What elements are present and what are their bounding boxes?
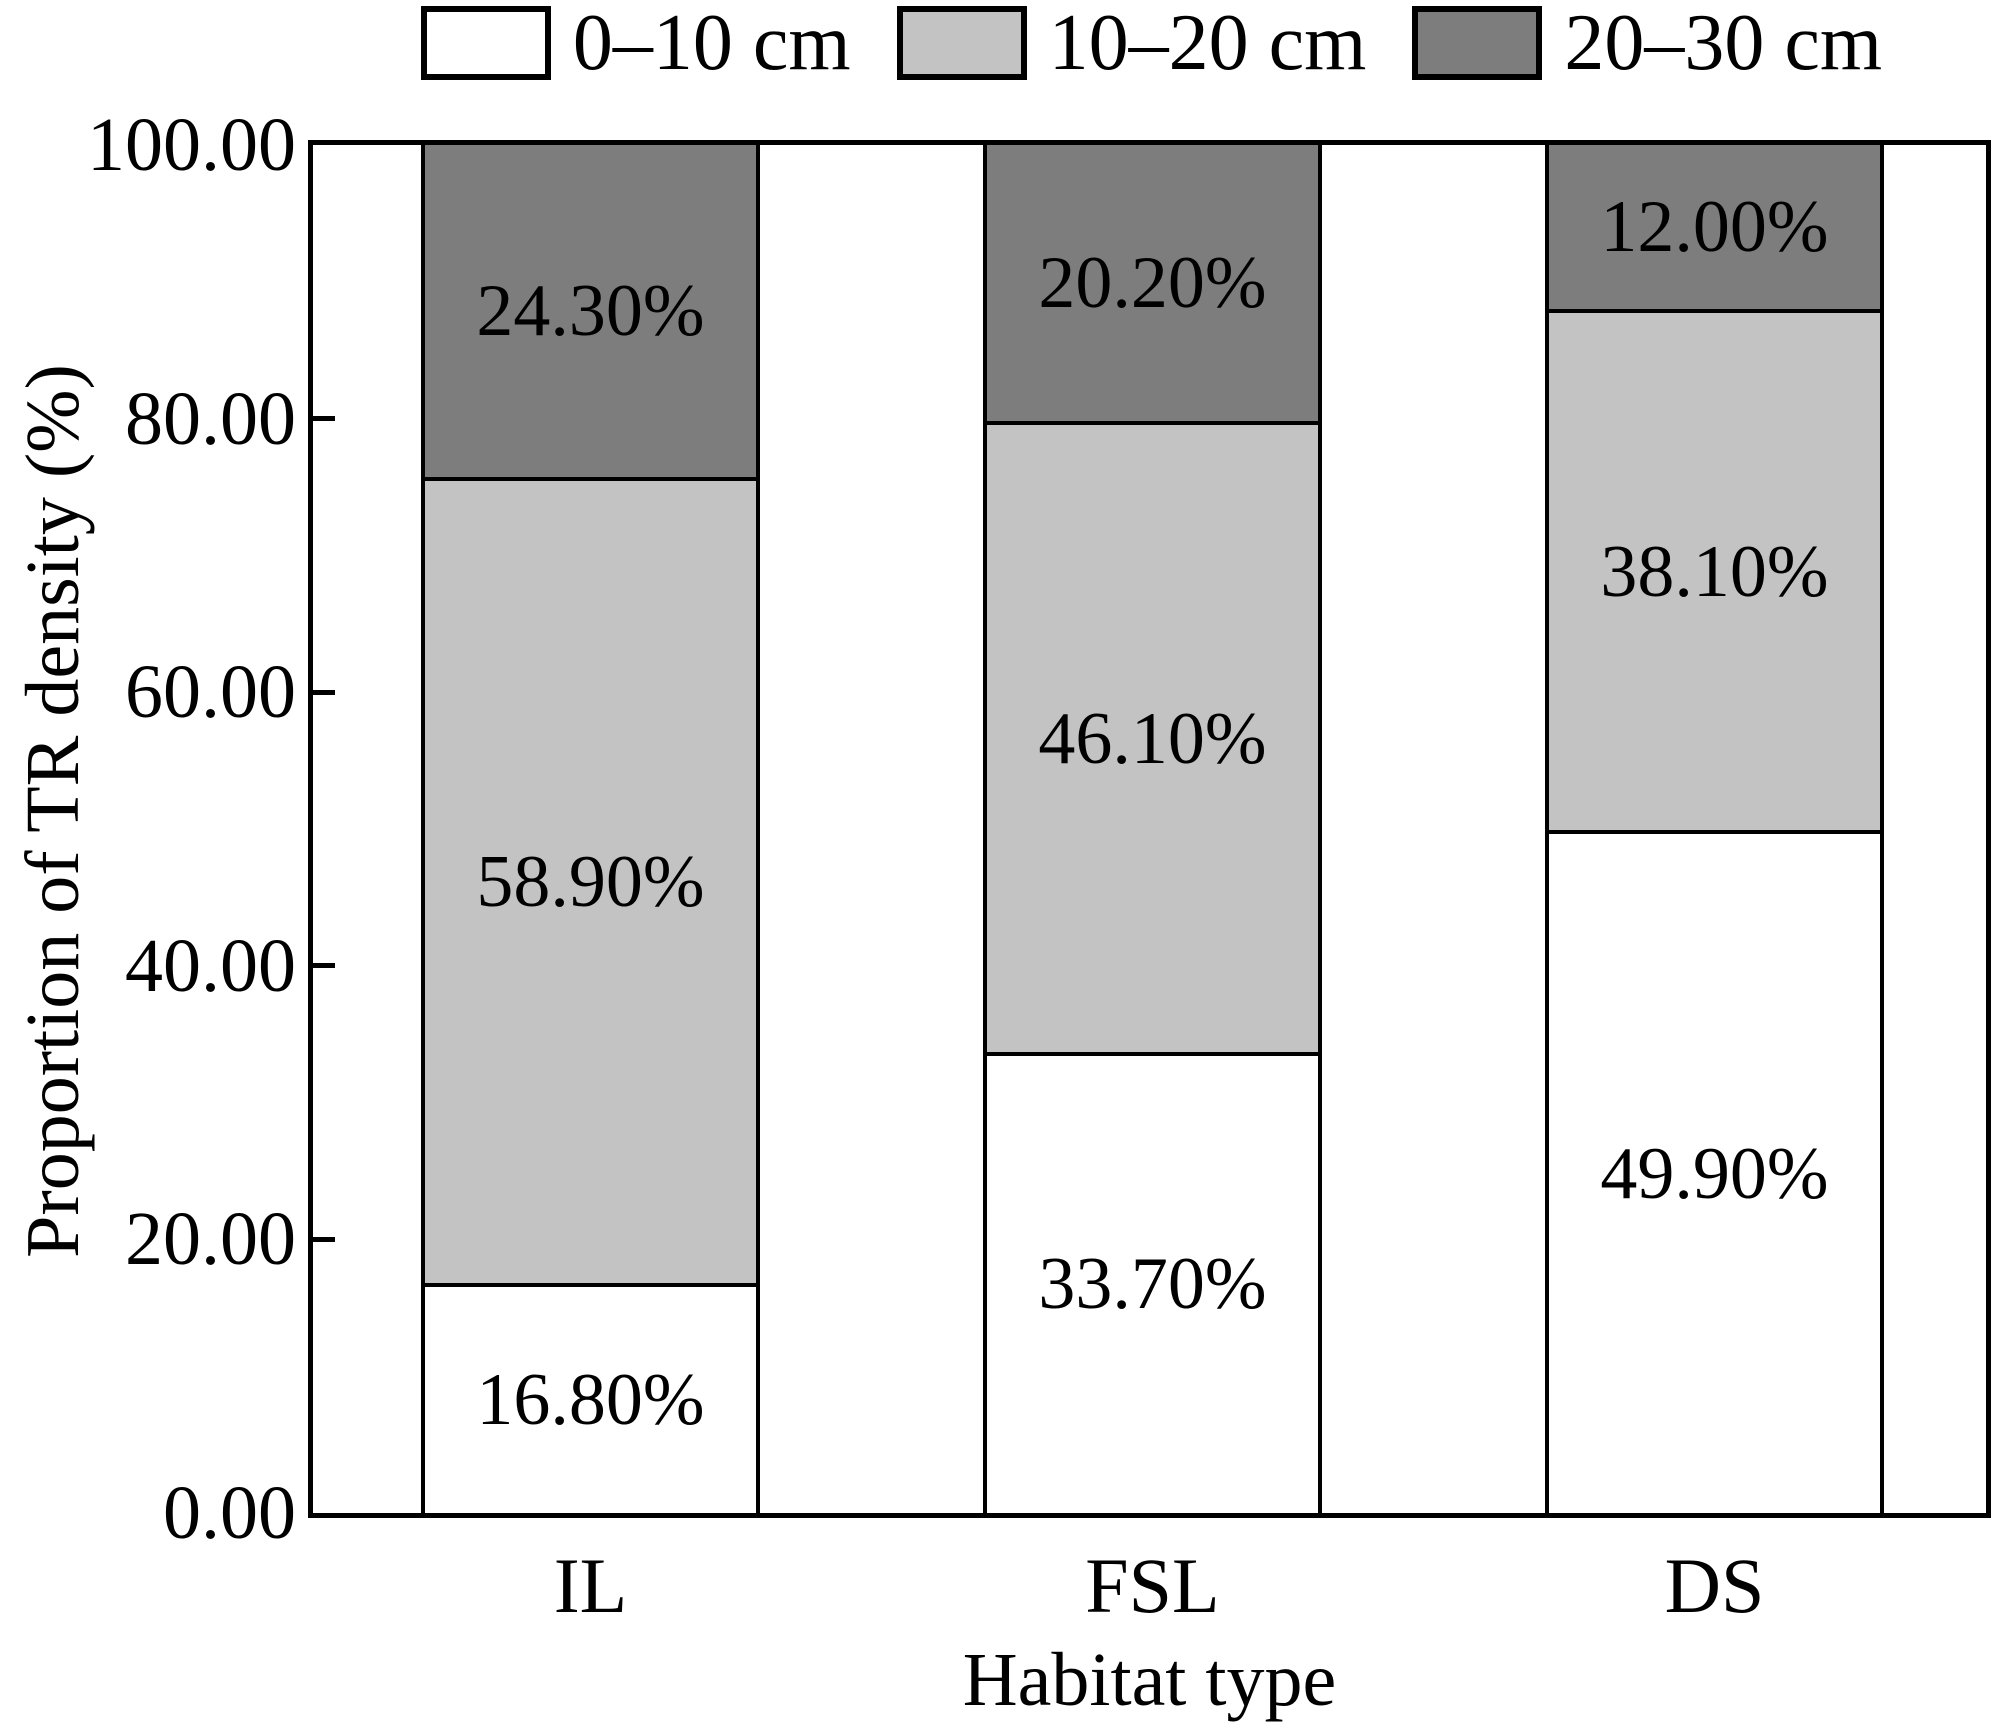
y-tick-label-40: 40.00	[125, 923, 296, 1008]
data-label-il-20-30-cm: 24.30%	[476, 270, 705, 353]
category-label-ds: DS	[1664, 1542, 1765, 1629]
y-axis-title: Proportion of TR density (%)	[11, 364, 95, 1258]
legend-swatch-0-10-cm	[420, 6, 551, 80]
legend: 0–10 cm 10–20 cm 20–30 cm	[310, 0, 1993, 86]
legend-item-10-20-cm: 10–20 cm	[896, 0, 1367, 87]
legend-item-0-10-cm: 0–10 cm	[420, 0, 851, 87]
y-tick-mark-20	[313, 1236, 335, 1242]
y-tick-mark-40	[313, 963, 335, 969]
plot-area: 24.30% 58.90% 16.80% 20.20% 46.10% 33.70% 12.0…	[308, 140, 1991, 1518]
bar-segment-fsl-10-20-cm: 46.10%	[987, 421, 1318, 1052]
legend-label-20-30-cm: 20–30 cm	[1564, 0, 1883, 87]
bar-segment-fsl-0-10-cm: 33.70%	[987, 1051, 1318, 1513]
bar-segment-fsl-20-30-cm: 20.20%	[987, 145, 1318, 422]
y-tick-mark-60	[313, 689, 335, 695]
x-axis-title: Habitat type	[962, 1638, 1337, 1722]
legend-label-0-10-cm: 0–10 cm	[572, 0, 851, 87]
bar-il: 24.30% 58.90% 16.80%	[421, 145, 760, 1513]
data-label-il-0-10-cm: 16.80%	[476, 1359, 705, 1442]
data-label-ds-10-20-cm: 38.10%	[1600, 530, 1829, 613]
bar-segment-ds-20-30-cm: 12.00%	[1549, 145, 1880, 310]
data-label-fsl-20-30-cm: 20.20%	[1038, 242, 1267, 325]
bar-fsl: 20.20% 46.10% 33.70%	[983, 145, 1322, 1513]
y-tick-label-0: 0.00	[163, 1471, 296, 1555]
data-label-ds-20-30-cm: 12.00%	[1600, 186, 1829, 269]
legend-item-20-30-cm: 20–30 cm	[1412, 0, 1882, 86]
y-tick-label-60: 60.00	[125, 650, 296, 735]
bar-segment-il-20-30-cm: 24.30%	[425, 145, 756, 478]
y-tick-label-20: 20.00	[125, 1197, 296, 1282]
category-label-fsl: FSL	[1085, 1542, 1220, 1629]
category-label-il: IL	[553, 1542, 628, 1629]
bar-segment-il-0-10-cm: 16.80%	[425, 1283, 756, 1513]
bar-segment-ds-10-20-cm: 38.10%	[1549, 309, 1880, 831]
legend-swatch-20-30-cm	[1412, 6, 1543, 80]
bar-ds: 12.00% 38.10% 49.90%	[1545, 145, 1884, 1513]
y-tick-mark-80	[313, 416, 335, 422]
bar-segment-ds-0-10-cm: 49.90%	[1549, 830, 1880, 1513]
y-tick-label-100: 100.00	[87, 103, 296, 187]
data-label-fsl-10-20-cm: 46.10%	[1038, 697, 1267, 780]
y-tick-label-80: 80.00	[125, 376, 296, 461]
bar-segment-il-10-20-cm: 58.90%	[425, 477, 756, 1284]
data-label-ds-0-10-cm: 49.90%	[1600, 1132, 1829, 1215]
data-label-fsl-0-10-cm: 33.70%	[1038, 1243, 1267, 1326]
legend-label-10-20-cm: 10–20 cm	[1048, 0, 1367, 87]
legend-swatch-10-20-cm	[896, 6, 1027, 80]
data-label-il-10-20-cm: 58.90%	[476, 841, 705, 924]
